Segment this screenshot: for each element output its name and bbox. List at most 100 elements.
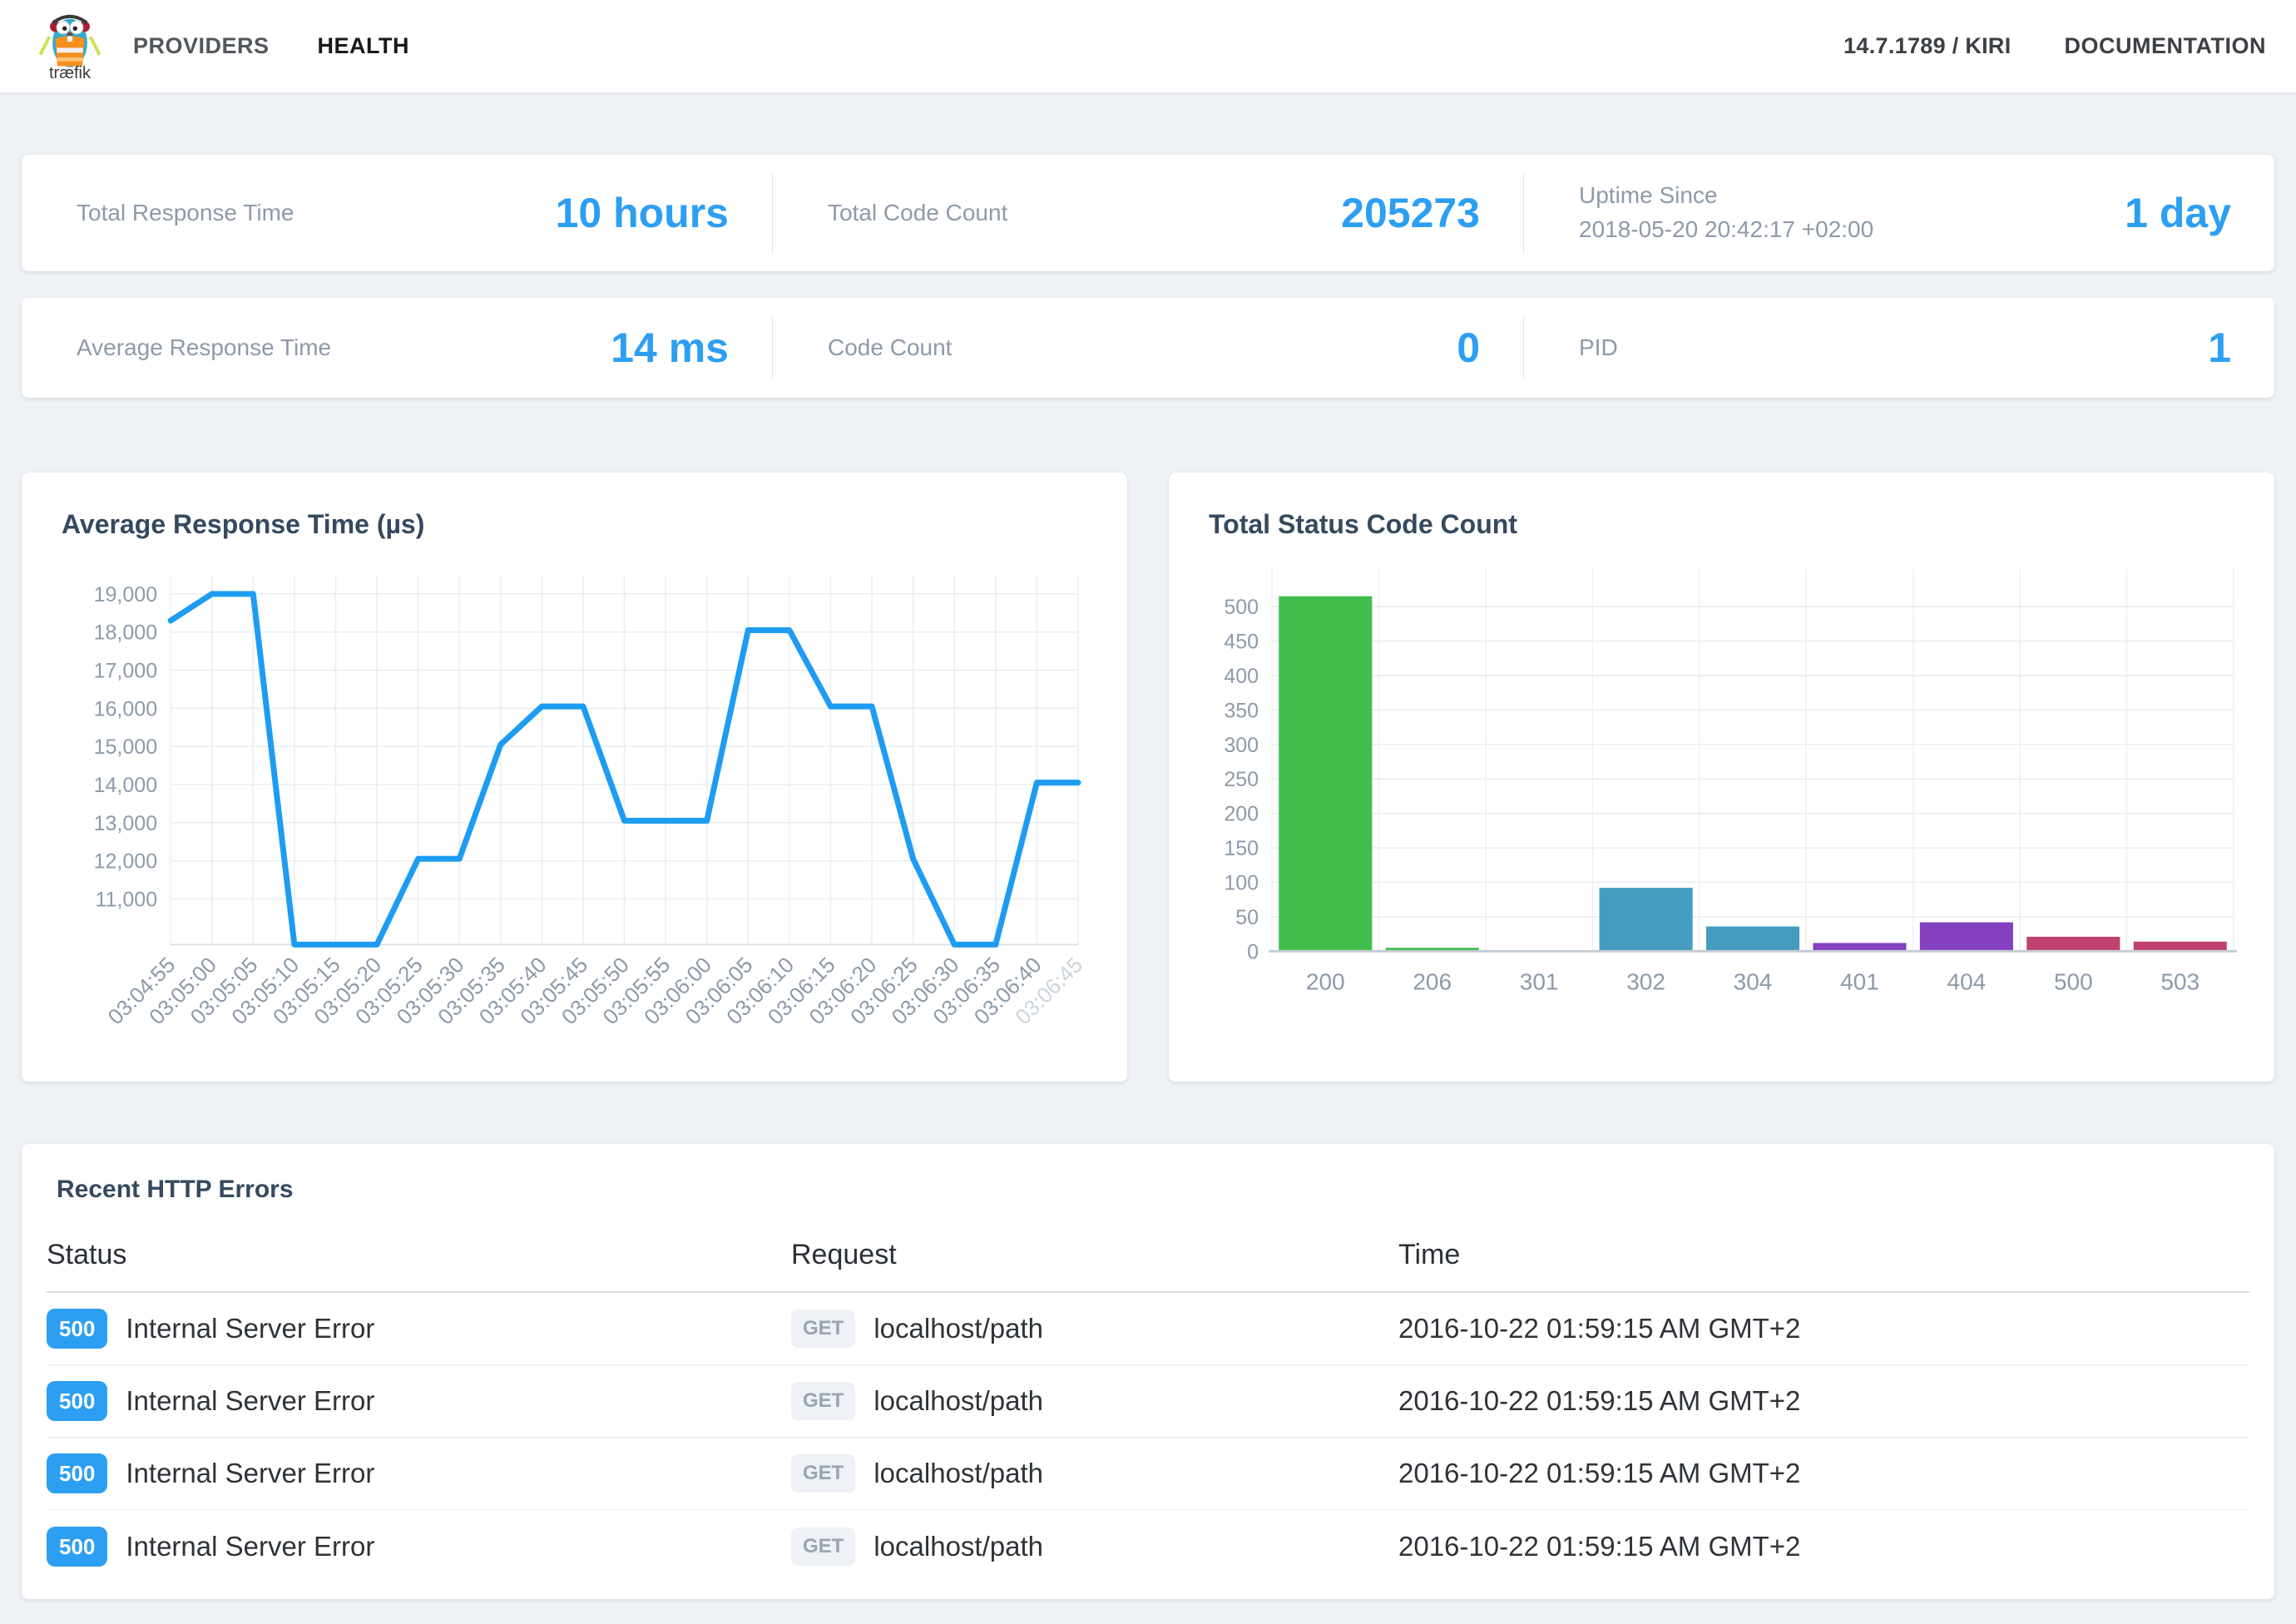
status-code-badge: 500 [47,1309,108,1349]
status-text: Internal Server Error [126,1530,375,1562]
stat-total-code-count: Total Code Count 205273 [773,155,1523,271]
svg-text:450: 450 [1224,630,1259,653]
svg-text:16,000: 16,000 [94,697,157,720]
divider [772,316,773,379]
svg-text:200: 200 [1306,968,1345,994]
http-method-badge: GET [791,1527,856,1566]
svg-text:13,000: 13,000 [94,812,157,835]
svg-text:100: 100 [1224,872,1259,895]
table-row: 500 Internal Server Error GET localhost/… [47,1293,2249,1365]
time-cell: 2016-10-22 01:59:15 AM GMT+2 [1398,1313,1801,1344]
status-cell: 500 Internal Server Error [47,1381,791,1421]
svg-text:300: 300 [1224,734,1259,757]
status-cell: 500 Internal Server Error [47,1453,791,1493]
divider [772,173,773,253]
request-path: localhost/path [873,1385,1043,1416]
nav-item-health[interactable]: HEALTH [317,33,410,58]
svg-text:500: 500 [1224,596,1259,619]
time-cell: 2016-10-22 01:59:15 AM GMT+2 [1398,1530,1801,1562]
stat-total-response-time: Total Response Time 10 hours [22,155,772,271]
stat-value: 1 day [2125,190,2231,236]
stat-label: Total Code Count [828,199,1008,225]
stat-value: 0 [1457,324,1480,371]
column-header-time: Time [1398,1239,1461,1270]
status-text: Internal Server Error [126,1313,375,1344]
stat-label: Uptime Since [1579,182,1718,209]
line-chart-title: Average Response Time (µs) [62,509,425,539]
response-time-chart-card: Average Response Time (µs) 11,000 12,000 1… [22,473,1127,1082]
traefik-gopher-icon [39,14,101,67]
stat-uptime-since: Uptime Since 2018-05-20 20:42:17 +02:00 … [1524,155,2274,271]
svg-text:401: 401 [1840,968,1879,994]
status-cell: 500 Internal Server Error [47,1526,791,1567]
request-cell: GET localhost/path [791,1454,1398,1493]
errors-table-title: Recent HTTP Errors [57,1176,294,1203]
stat-value: 205273 [1341,190,1480,236]
request-path: localhost/path [873,1530,1043,1562]
svg-text:50: 50 [1235,906,1259,929]
recent-errors-card: Recent HTTP Errors Status Request Time 5… [22,1144,2274,1599]
status-code-chart-card: Total Status Code Count 0 50 100 150 200 250 3… [1169,473,2274,1082]
nav-links: PROVIDERS HEALTH [133,33,409,59]
column-header-request: Request [791,1239,897,1270]
svg-text:503: 503 [2160,968,2200,994]
nav-item-documentation[interactable]: DOCUMENTATION [2064,33,2266,58]
stat-pid: PID 1 [1524,298,2274,398]
svg-text:14,000: 14,000 [94,774,157,797]
nav-item-providers[interactable]: PROVIDERS [133,33,270,58]
stat-value: 1 [2208,324,2231,371]
errors-table-header: Status Request Time [47,1227,2249,1293]
traefik-logo[interactable]: træfik [30,9,110,83]
svg-text:150: 150 [1224,837,1259,860]
table-row: 500 Internal Server Error GET localhost/… [47,1365,2249,1438]
stats-row-primary: Total Response Time 10 hours Total Code … [22,155,2274,271]
svg-text:350: 350 [1224,699,1259,722]
svg-text:250: 250 [1224,768,1259,791]
table-row: 500 Internal Server Error GET localhost/… [47,1510,2249,1582]
request-path: localhost/path [873,1458,1043,1488]
status-code-bar-chart: 0 50 100 150 200 250 300 350 400 450 500 200 206 301 3… [1224,568,2237,994]
stat-average-response-time: Average Response Time 14 ms [22,298,772,398]
http-method-badge: GET [791,1310,856,1348]
divider [1523,173,1524,253]
request-cell: GET localhost/path [791,1310,1398,1348]
request-path: localhost/path [873,1313,1043,1344]
status-code-badge: 500 [47,1381,108,1421]
time-cell: 2016-10-22 01:59:15 AM GMT+2 [1398,1385,1801,1416]
status-code-badge: 500 [47,1526,108,1567]
column-header-status: Status [47,1239,127,1270]
navbar: træfik PROVIDERS HEALTH 14.7.1789 / KIRI… [0,0,2296,93]
stat-sublabel: 2018-05-20 20:42:17 +02:00 [1579,216,1874,242]
stat-label: Code Count [828,334,953,360]
status-code-badge: 500 [47,1453,108,1493]
navbar-right: 14.7.1789 / KIRI DOCUMENTATION [1843,33,2266,59]
table-row: 500 Internal Server Error GET localhost/… [47,1438,2249,1510]
stat-label: Total Response Time [77,199,294,225]
svg-text:500: 500 [2054,968,2093,994]
bar-chart-title: Total Status Code Count [1209,509,1517,539]
time-cell: 2016-10-22 01:59:15 AM GMT+2 [1398,1458,1801,1488]
response-time-line-chart: 11,000 12,000 13,000 14,000 15,000 16,000 17,0… [94,575,1087,1029]
request-cell: GET localhost/path [791,1527,1398,1566]
svg-text:304: 304 [1734,968,1773,994]
svg-text:200: 200 [1224,803,1259,826]
http-method-badge: GET [791,1454,856,1493]
divider [1523,316,1524,379]
stat-value: 10 hours [555,190,729,236]
stat-label: PID [1579,334,1618,360]
svg-text:11,000: 11,000 [95,888,157,911]
svg-text:302: 302 [1626,968,1665,994]
svg-text:18,000: 18,000 [94,621,157,645]
svg-text:15,000: 15,000 [94,735,157,759]
stat-label-group: Uptime Since 2018-05-20 20:42:17 +02:00 [1579,179,1873,246]
svg-text:400: 400 [1224,665,1259,688]
http-method-badge: GET [791,1382,856,1420]
brand-name: træfik [49,64,91,82]
request-cell: GET localhost/path [791,1382,1398,1420]
svg-text:12,000: 12,000 [94,850,157,874]
main-content: Total Response Time 10 hours Total Code … [0,155,2296,1624]
svg-text:404: 404 [1947,968,1987,994]
status-text: Internal Server Error [126,1385,375,1416]
stat-code-count: Code Count 0 [773,298,1523,398]
svg-text:0: 0 [1247,940,1259,963]
